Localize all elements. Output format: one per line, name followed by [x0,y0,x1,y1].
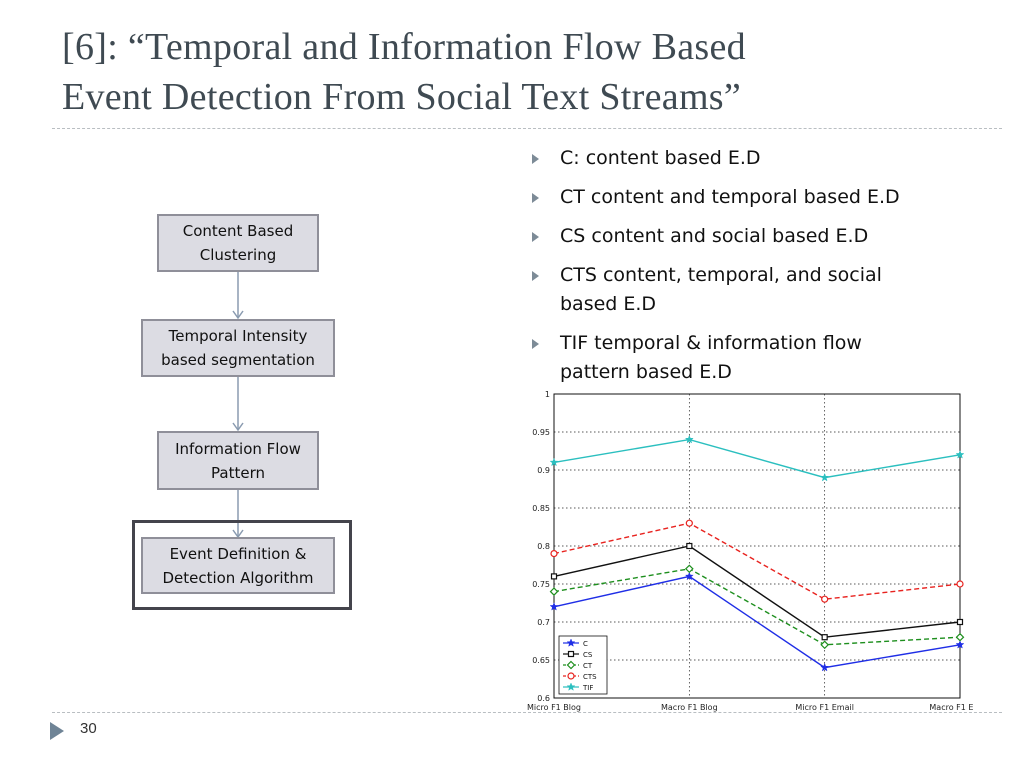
data-point-cts [821,595,829,603]
y-tick-label: 0.6 [537,694,550,703]
bullet-arrow-icon [532,154,539,164]
data-point-c [955,640,965,649]
x-tick-label: Micro F1 Blog [527,703,581,712]
data-point-ct [955,632,965,642]
flow-step-temporal-segmentation: Temporal Intensity based segmentation [141,319,335,377]
legend-marker [566,660,576,670]
legend-marker [567,672,575,680]
data-point-ct [684,564,694,574]
bullet-item: C: content based E.D [530,144,980,173]
flow-step-label: Information Flow [175,439,301,458]
flow-arrowhead-2 [232,422,244,432]
flow-arrowhead-1 [232,310,244,320]
bullet-item: CS content and social based E.D [530,222,980,251]
page-number: 30 [80,720,97,737]
flow-step-label: based segmentation [161,351,315,369]
bullet-item: CTS content, temporal, and social based E… [530,261,980,319]
legend-label: TIF [582,684,593,692]
legend-label: CT [583,662,593,670]
bullet-text-continued: based E.D [560,293,657,315]
legend-marker [566,682,576,691]
highlight-frame [132,520,352,610]
flow-step-label: Content Based [182,222,294,240]
plot-frame [553,393,961,699]
slide-title-line-1: [6]: “Temporal and Information Flow Base… [62,26,746,68]
y-tick-label: 0.85 [532,504,550,513]
y-tick-label: 0.9 [537,466,550,475]
data-point-tif [684,434,694,444]
legend-label: CTS [583,673,597,681]
title-divider [52,128,1002,129]
bullet-text: CTS content, temporal, and social [560,264,882,286]
x-tick-label: Macro F1 Blog [661,703,718,712]
x-tick-label: Micro F1 Email [795,703,854,712]
bullet-arrow-icon [532,339,539,349]
data-point-cs [550,573,558,580]
flow-step-information-flow: Information Flow Pattern [157,431,319,490]
flow-step-label: Temporal Intensity [168,327,308,345]
data-point-cs [821,634,828,641]
footer-divider [52,712,1002,713]
legend-marker [567,650,575,658]
bullet-text-continued: pattern based E.D [560,361,732,383]
flow-step-label: Clustering [199,246,277,264]
legend-bullet-list: C: content based E.D CT content and temp… [530,144,980,397]
bullet-text: CT content and temporal based E.D [560,186,900,208]
y-tick-label: 0.8 [537,542,550,551]
data-point-tif [549,457,559,467]
series-line-cts [553,522,961,600]
f1-line-chart: 0.6 0.65 0.7 0.75 0.8 0.85 0.9 0.95 1 Micro F1 Bl… [527,390,974,712]
bullet-arrow-icon [532,271,539,281]
data-point-ct [820,640,830,650]
data-point-c [820,662,830,672]
data-point-cs [686,542,693,550]
legend-label: C [583,640,588,648]
data-point-ct [549,587,559,596]
legend-label: CS [583,651,593,659]
y-tick-label: 0.7 [537,618,550,627]
bullet-arrow-icon [532,193,539,203]
series-line-c [553,575,961,669]
series-line-tif [553,438,961,479]
y-tick-label: 0.95 [532,428,550,437]
data-point-c [549,602,559,611]
bullet-item: TIF temporal & information flow pattern b… [530,329,980,387]
flow-step-label: Detection Algorithm [162,568,314,587]
y-tick-label: 1 [545,390,550,399]
bullet-text: CS content and social based E.D [560,225,869,247]
y-tick-label: 0.75 [532,580,550,589]
bullet-text: TIF temporal & information flow [560,332,862,354]
page-marker-icon [50,722,64,740]
y-tick-label: 0.65 [532,656,550,665]
bullet-text: C: content based E.D [560,147,761,169]
data-point-cts [956,580,964,588]
flow-step-label: Event Definition & [169,544,307,563]
data-point-tif [955,450,965,459]
flow-step-content-clustering: Content Based Clustering [157,214,319,272]
slide-title: [6]: “Temporal and Information Flow Base… [62,22,1002,122]
data-point-c [684,571,694,581]
bullet-item: CT content and temporal based E.D [530,183,980,212]
series-line-ct [553,568,961,646]
bullet-arrow-icon [532,232,539,242]
data-point-tif [820,472,830,482]
slide-title-line-2: Event Detection From Social Text Streams… [62,76,742,118]
data-point-cts [550,550,558,558]
data-point-cs [956,618,964,626]
flow-step-label: Pattern [211,463,265,482]
series-line-cs [553,545,961,638]
legend-marker [566,638,576,647]
flow-step-event-detection: Event Definition & Detection Algorithm [141,537,335,594]
x-tick-label: Macro F1 Email [929,703,974,712]
data-point-cts [685,519,693,527]
